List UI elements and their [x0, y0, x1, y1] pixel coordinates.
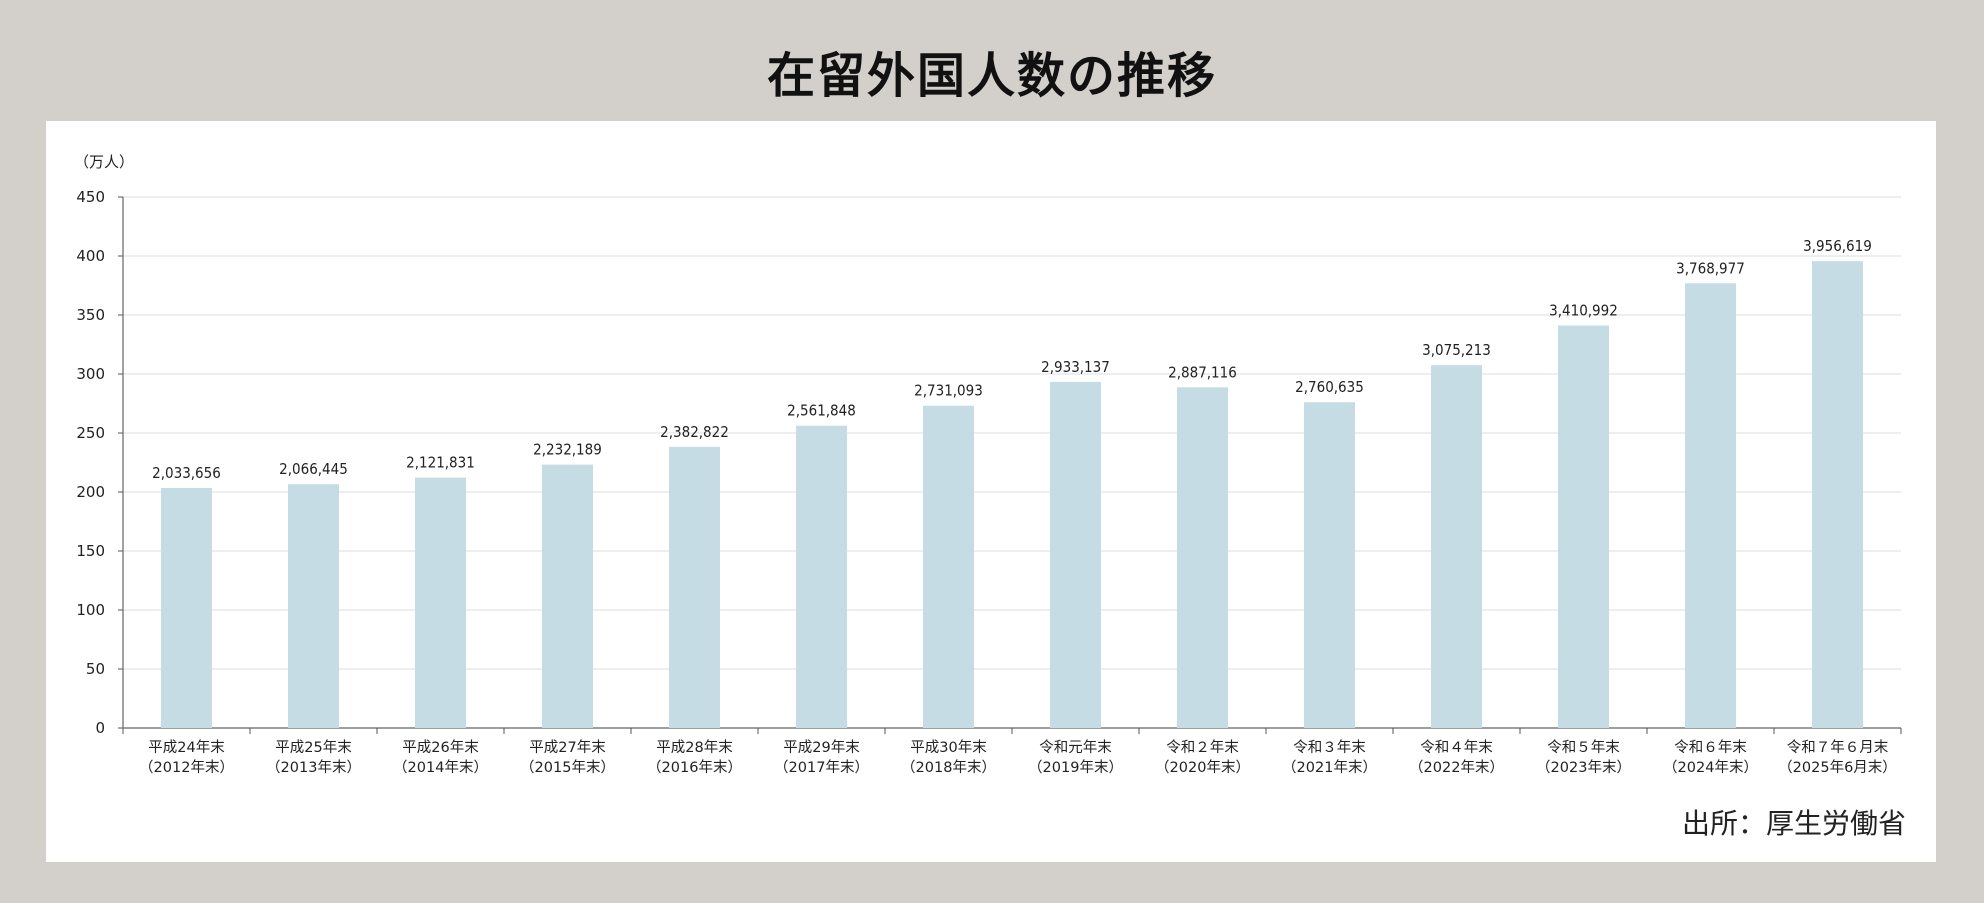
x-tick-label: （2012年末） — [139, 759, 234, 776]
y-tick-label: 350 — [76, 306, 105, 324]
x-tick-label: （2025年6月末） — [1778, 759, 1897, 776]
x-tick-label: （2013年末） — [266, 759, 361, 776]
bar — [1431, 365, 1482, 728]
bar — [1304, 402, 1355, 728]
chart-panel: （万人） 0 50 100 150 200 250 300 350 400 450 2,033,65… — [46, 121, 1936, 862]
x-tick-label: 平成27年末 — [529, 739, 606, 756]
data-label: 3,956,619 — [1803, 237, 1872, 255]
x-tick-label: （2015年末） — [520, 759, 615, 776]
chart-title: 在留外国人数の推移 — [766, 48, 1217, 104]
data-label: 3,410,992 — [1549, 302, 1618, 320]
bar — [796, 425, 847, 728]
bar — [161, 488, 212, 728]
source-note: 出所：厚生労働省 — [1681, 807, 1906, 840]
x-tick-label: 平成25年末 — [275, 739, 352, 756]
bar — [1685, 283, 1736, 728]
data-label: 2,933,137 — [1041, 358, 1110, 376]
x-tick-label: 平成26年末 — [402, 739, 479, 756]
x-tick-label: （2016年末） — [647, 759, 742, 776]
bar — [1177, 387, 1228, 728]
bar — [1558, 325, 1609, 728]
bar — [288, 484, 339, 728]
y-tick-label: 50 — [86, 660, 105, 678]
x-tick-label: （2017年末） — [774, 759, 869, 776]
y-tick-label: 450 — [76, 188, 105, 206]
x-tick-label: （2021年末） — [1282, 759, 1377, 776]
x-tick-label: 平成29年末 — [783, 739, 860, 756]
data-label: 2,561,848 — [787, 402, 856, 420]
data-label: 2,887,116 — [1168, 363, 1237, 381]
x-tick-label: （2020年末） — [1155, 759, 1250, 776]
y-tick-label: 250 — [76, 424, 105, 442]
x-tick-label: （2024年末） — [1663, 759, 1758, 776]
x-tick-label: （2019年末） — [1028, 759, 1123, 776]
x-tick-label: 平成30年末 — [910, 739, 987, 756]
x-tick-label: （2022年末） — [1409, 759, 1504, 776]
data-label: 2,066,445 — [279, 460, 348, 478]
data-label: 3,768,977 — [1676, 259, 1745, 277]
bar — [669, 446, 720, 728]
y-tick-label: 0 — [95, 719, 105, 737]
x-tick-label: 令和元年末 — [1039, 739, 1112, 756]
x-tick-label: 令和６年末 — [1674, 739, 1747, 756]
x-tick-label: 令和４年末 — [1420, 739, 1493, 756]
x-tick-label: 令和５年末 — [1547, 739, 1620, 756]
x-tick-label: 平成24年末 — [148, 739, 225, 756]
x-tick-label: 平成28年末 — [656, 739, 733, 756]
x-tick-label: （2023年末） — [1536, 759, 1631, 776]
data-label: 2,121,831 — [406, 454, 475, 472]
bar — [415, 477, 466, 728]
bar — [1050, 381, 1101, 728]
y-tick-label: 200 — [76, 483, 105, 501]
x-tick-label: （2018年末） — [901, 759, 996, 776]
y-axis-unit-label: （万人） — [74, 153, 135, 171]
x-tick-label: 令和２年末 — [1166, 739, 1239, 756]
y-tick-label: 150 — [76, 542, 105, 560]
x-tick-label: 令和３年末 — [1293, 739, 1366, 756]
data-label: 2,033,656 — [152, 464, 221, 482]
bar — [542, 464, 593, 728]
data-label: 2,382,822 — [660, 423, 729, 441]
y-tick-label: 300 — [76, 365, 105, 383]
bar — [1812, 261, 1863, 728]
data-label: 2,731,093 — [914, 382, 983, 400]
bar — [923, 405, 974, 728]
data-label: 3,075,213 — [1422, 341, 1491, 359]
x-tick-label: （2014年末） — [393, 759, 488, 776]
y-tick-label: 400 — [76, 247, 105, 265]
data-label: 2,232,189 — [533, 441, 602, 459]
bar-chart: 0 50 100 150 200 250 300 350 400 450 2,033,656 平成24… — [76, 188, 1902, 776]
x-tick-label: 令和７年６月末 — [1787, 739, 1889, 756]
y-tick-label: 100 — [76, 601, 105, 619]
data-label: 2,760,635 — [1295, 378, 1364, 396]
